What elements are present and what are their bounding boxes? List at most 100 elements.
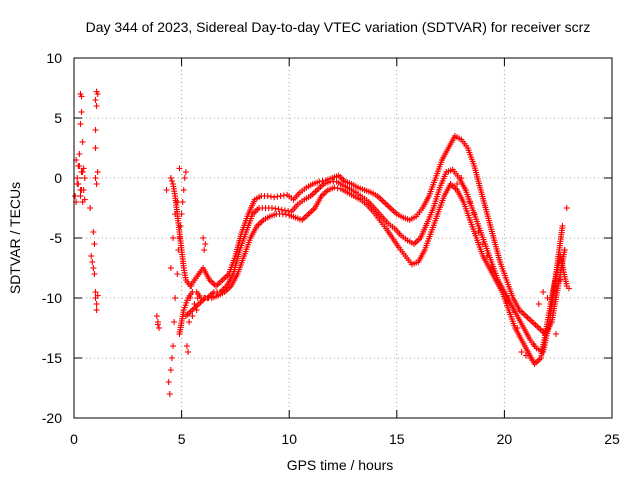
data-point — [169, 343, 176, 349]
data-point — [92, 145, 99, 151]
data-point — [540, 289, 547, 295]
data-point — [331, 184, 338, 191]
data-point — [565, 285, 572, 292]
data-point — [167, 367, 174, 373]
data-point — [514, 325, 521, 331]
data-point — [77, 121, 84, 127]
data-point — [492, 277, 499, 283]
data-point — [189, 313, 196, 319]
x-tick-label: 10 — [281, 431, 297, 447]
data-point — [200, 235, 207, 241]
data-point — [177, 223, 184, 229]
data-point — [559, 223, 566, 229]
data-point — [167, 265, 174, 271]
data-point — [466, 199, 473, 205]
data-point — [187, 295, 194, 301]
data-point — [563, 205, 570, 211]
data-point — [172, 295, 179, 301]
data-point — [156, 325, 163, 331]
data-point — [87, 205, 94, 211]
data-point — [79, 169, 86, 175]
data-point — [167, 175, 174, 181]
y-tick-label: 5 — [54, 110, 62, 126]
data-point — [188, 283, 195, 289]
data-point — [275, 206, 282, 213]
data-point — [92, 289, 99, 295]
data-point — [561, 247, 568, 253]
x-tick-label: 25 — [604, 431, 620, 447]
data-point — [171, 319, 178, 325]
data-point — [179, 199, 186, 205]
data-point — [334, 185, 341, 192]
data-point — [194, 295, 201, 301]
x-tick-label: 5 — [178, 431, 186, 447]
data-point — [267, 193, 274, 200]
data-point — [78, 109, 85, 115]
data-point — [281, 207, 288, 214]
data-point — [92, 97, 99, 103]
data-point — [169, 235, 176, 241]
data-point — [193, 307, 200, 313]
data-point — [497, 283, 504, 289]
data-point — [94, 292, 101, 299]
data-point — [201, 247, 208, 253]
data-point — [268, 205, 275, 211]
grid — [74, 58, 612, 418]
data-point — [175, 247, 182, 253]
data-point — [89, 259, 96, 265]
data-point — [484, 253, 491, 259]
data-point — [79, 139, 86, 145]
data-point — [544, 295, 551, 301]
data-point — [88, 253, 95, 259]
data-point — [168, 355, 175, 361]
data-point — [93, 88, 100, 95]
data-point — [76, 163, 83, 169]
data-point — [278, 206, 285, 213]
y-tick-label: 0 — [54, 170, 62, 186]
data-point — [176, 165, 183, 172]
x-tick-label: 20 — [497, 431, 513, 447]
data-point — [75, 181, 82, 187]
data-point — [191, 301, 198, 307]
data-point — [165, 379, 172, 385]
y-axis-label: SDTVAR / TECUs — [7, 182, 23, 294]
data-point — [264, 193, 271, 199]
data-point — [76, 151, 83, 157]
data-point — [454, 181, 461, 187]
data-point — [277, 193, 284, 199]
data-point — [92, 175, 99, 181]
data-point — [172, 211, 179, 217]
data-point — [479, 241, 486, 247]
x-tick-label: 15 — [389, 431, 405, 447]
data-point — [78, 93, 85, 100]
data-point — [282, 211, 289, 218]
data-point — [518, 349, 525, 355]
data-point — [93, 181, 100, 187]
data-point — [91, 271, 98, 277]
data-point — [90, 229, 97, 235]
data-point — [77, 193, 84, 199]
data-point — [166, 391, 173, 397]
data-point — [91, 241, 98, 247]
data-point — [195, 271, 202, 277]
data-point — [163, 187, 170, 193]
data-point — [475, 229, 482, 235]
data-point — [553, 331, 560, 337]
data-point — [94, 169, 101, 175]
data-point — [535, 301, 542, 307]
data-point — [93, 301, 100, 307]
data-point — [316, 178, 323, 185]
data-points — [72, 88, 572, 397]
data-point — [280, 192, 287, 199]
data-point — [271, 194, 278, 201]
data-point — [81, 196, 88, 203]
chart-title: Day 344 of 2023, Sidereal Day-to-day VTE… — [86, 19, 591, 35]
data-point — [458, 175, 465, 181]
data-point — [181, 175, 188, 181]
data-point — [557, 277, 564, 283]
data-point — [183, 343, 190, 349]
data-point — [78, 187, 85, 193]
data-point — [93, 103, 100, 109]
data-point — [505, 295, 512, 301]
data-point — [488, 265, 495, 271]
